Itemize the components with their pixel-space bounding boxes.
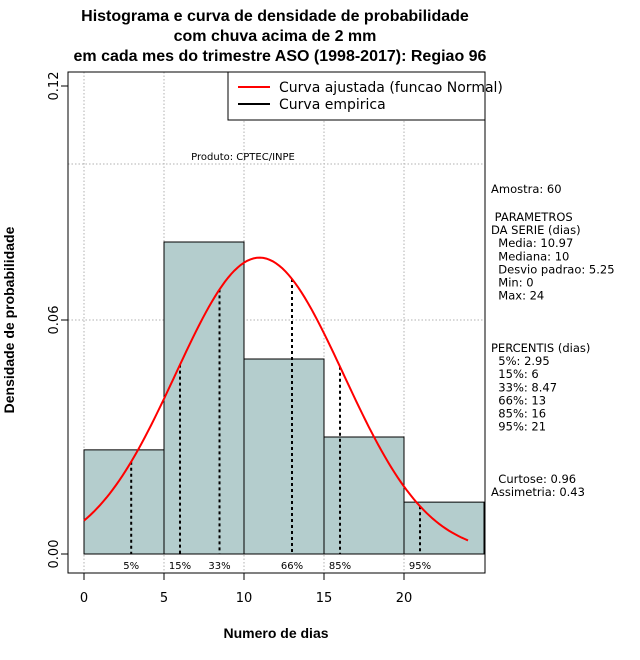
percentile-label: 15% — [169, 561, 191, 572]
percentile-label: 95% — [409, 561, 431, 572]
percentile-lines: 5% 15% 33% 66% 85% 95% — [123, 278, 431, 572]
stats-line: 95%: 21 — [491, 420, 546, 434]
stats-line: 66%: 13 — [491, 393, 546, 407]
stats-line: Media: 10.97 — [491, 236, 573, 250]
x-tick-label: 15 — [316, 591, 333, 606]
stats-line: 5%: 2.95 — [491, 354, 550, 368]
y-tick-label: 0.06 — [47, 306, 62, 335]
x-tick-label: 10 — [236, 591, 253, 606]
stats-line: Min: 0 — [491, 276, 534, 290]
y-axis: 0.00 0.06 0.12 — [47, 72, 69, 569]
stats-line: 33%: 8.47 — [491, 380, 557, 394]
product-annotation: Produto: CPTEC/INPE — [191, 152, 295, 163]
x-tick-label: 20 — [396, 591, 413, 606]
y-tick-label: 0.12 — [47, 72, 62, 101]
stats-line: 85%: 16 — [491, 407, 546, 421]
percentile-label: 5% — [123, 561, 139, 572]
percentile-label: 66% — [281, 561, 303, 572]
stats-line: Assimetria: 0.43 — [491, 485, 585, 499]
stats-line: PARAMETROS — [491, 210, 573, 224]
stats-line: Max: 24 — [491, 289, 544, 303]
stats-line: DA SERIE (dias) — [491, 223, 581, 237]
normal-curve — [83, 256, 469, 542]
y-tick-label: 0.00 — [47, 540, 62, 569]
histogram-bar — [243, 358, 325, 555]
legend-label-empirical: Curva empirica — [279, 97, 386, 113]
x-axis-title: Numero de dias — [223, 625, 328, 641]
stats-line: Curtose: 0.96 — [491, 472, 576, 486]
percentile-label: 85% — [329, 561, 351, 572]
y-axis-title: Densidade de probabilidade — [1, 226, 17, 413]
x-tick-label: 5 — [160, 591, 168, 606]
legend-box — [227, 71, 486, 121]
stats-line: Mediana: 10 — [491, 249, 569, 263]
chart-title-line-1: Histograma e curva de densidade de proba… — [81, 8, 469, 25]
stats-line: Desvio padrao: 5.25 — [491, 262, 615, 276]
chart-title-line-3: em cada mes do trimestre ASO (1998-2017)… — [74, 48, 487, 65]
percentile-label: 33% — [208, 561, 230, 572]
histogram-bar — [83, 449, 165, 555]
x-tick-label: 0 — [80, 591, 88, 606]
histogram-bar — [163, 241, 245, 555]
stats-line: 15%: 6 — [491, 367, 539, 381]
chart-title-line-2: com chuva acima de 2 mm — [174, 28, 377, 45]
stats-line: Amostra: 60 — [491, 182, 562, 196]
histogram-bar — [323, 436, 405, 555]
legend: Curva ajustada (funcao Normal) Curva emp… — [227, 71, 503, 121]
x-axis: 0 5 10 15 20 — [80, 572, 413, 606]
stats-line: PERCENTIS (dias) — [491, 341, 590, 355]
histogram-bars — [83, 241, 485, 555]
chart-title: Histograma e curva de densidade de proba… — [74, 8, 487, 65]
legend-label-normal: Curva ajustada (funcao Normal) — [279, 80, 503, 96]
